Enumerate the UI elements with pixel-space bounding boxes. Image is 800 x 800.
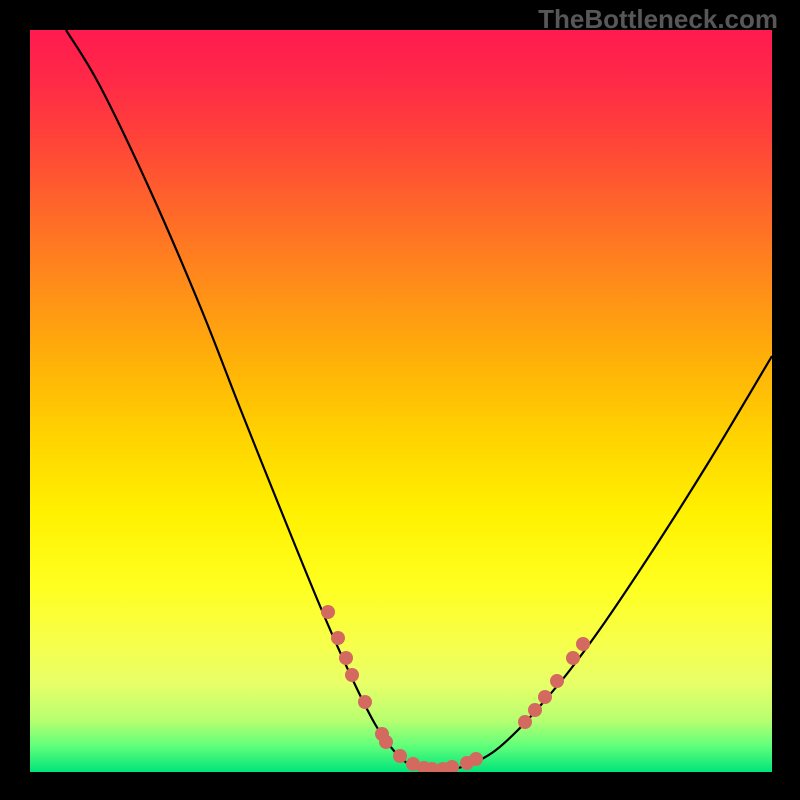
data-marker: [550, 674, 564, 688]
data-marker: [518, 715, 532, 729]
data-marker: [538, 690, 552, 704]
data-marker: [339, 651, 353, 665]
data-marker: [469, 752, 483, 766]
marker-group: [321, 605, 590, 772]
data-marker: [331, 631, 345, 645]
data-marker: [576, 637, 590, 651]
data-marker: [393, 749, 407, 763]
data-marker: [445, 760, 459, 772]
data-marker: [345, 668, 359, 682]
bottleneck-curve: [66, 30, 772, 771]
data-marker: [379, 735, 393, 749]
curve-layer: [30, 30, 772, 772]
data-marker: [321, 605, 335, 619]
data-marker: [528, 703, 542, 717]
data-marker: [358, 695, 372, 709]
data-marker: [566, 651, 580, 665]
chart-frame: TheBottleneck.com: [0, 0, 800, 800]
plot-area: [30, 30, 772, 772]
